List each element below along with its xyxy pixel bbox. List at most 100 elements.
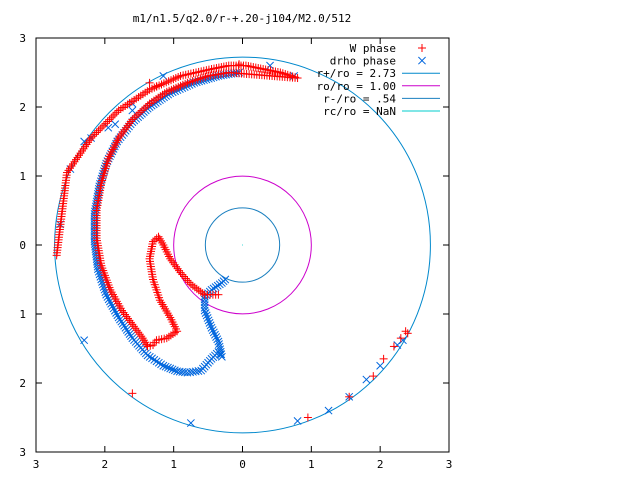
reference-circle <box>204 207 281 283</box>
w-phase-point <box>175 266 184 275</box>
x-tick-label: 2 <box>377 458 384 471</box>
drho-phase-point <box>154 358 163 367</box>
y-tick-label: 1 <box>19 308 26 321</box>
w-phase-point <box>149 96 158 105</box>
drho-phase-point <box>200 306 209 315</box>
w-phase-point <box>214 290 223 299</box>
w-phase-point <box>132 111 141 120</box>
w-phase-point <box>117 129 126 138</box>
w-phase-point <box>369 372 378 381</box>
w-phase-point <box>159 302 168 311</box>
w-phase-point <box>65 164 74 173</box>
w-phase-point <box>176 268 185 277</box>
w-phase-point <box>96 124 105 133</box>
w-phase-point <box>166 313 175 322</box>
w-phase-point <box>123 121 132 130</box>
w-phase-point <box>137 106 146 115</box>
legend-label: W phase <box>350 42 396 55</box>
legend-label: drho phase <box>330 55 396 68</box>
drho-phase-point <box>143 351 152 360</box>
w-phase-point <box>68 159 77 168</box>
w-phase-point <box>90 130 99 139</box>
circle-center-mark <box>242 244 243 246</box>
drho-phase-point <box>168 365 177 374</box>
w-phase-point <box>98 123 107 132</box>
w-phase-point <box>181 274 190 283</box>
w-phase-point <box>62 168 71 177</box>
w-phase-point <box>82 140 91 149</box>
w-phase-point <box>76 149 85 158</box>
drho-phase-point <box>212 333 221 341</box>
w-phase-point <box>79 144 88 153</box>
drho-phase-point <box>98 277 107 286</box>
w-phase-point <box>166 331 175 340</box>
x-tick-label: 1 <box>308 458 315 471</box>
drho-phase-point <box>157 360 166 369</box>
x-tick-label: 3 <box>33 458 40 471</box>
w-phase-point <box>150 235 159 244</box>
w-phase-point <box>143 101 152 110</box>
x-tick-label: 2 <box>102 458 109 471</box>
w-phase-point <box>107 113 116 122</box>
w-phase-point <box>139 336 148 345</box>
y-tick-label: 2 <box>19 101 26 114</box>
drho-phase-point <box>97 275 106 284</box>
w-phase-point <box>145 99 154 108</box>
w-phase-point <box>101 119 110 128</box>
w-phase-point <box>185 278 194 287</box>
drho-phase-point <box>170 366 179 375</box>
drho-phase-point <box>204 316 213 325</box>
w-phase-point <box>345 392 354 401</box>
w-phase-point <box>94 126 103 135</box>
drho-phase-point <box>293 416 302 425</box>
drho-phase-point <box>161 362 170 371</box>
y-tick-label: 3 <box>19 446 26 459</box>
drho-phase-point <box>152 357 161 366</box>
drho-phase-point <box>213 335 222 344</box>
w-phase-point <box>116 131 125 140</box>
w-phase-point <box>85 136 94 145</box>
drho-phase-point <box>214 337 223 346</box>
w-phase-point <box>110 110 119 119</box>
w-phase-point <box>160 89 169 98</box>
w-phase-point <box>109 111 118 120</box>
drho-phase-point <box>148 354 156 363</box>
drho-phase-point <box>217 350 226 359</box>
w-phase-point <box>154 232 163 241</box>
w-phase-point <box>122 123 131 132</box>
w-phase-point <box>158 300 167 309</box>
w-phase-point <box>161 304 170 313</box>
legend-label: rc/ro = NaN <box>323 105 396 118</box>
reference-circle <box>173 175 312 315</box>
w-phase-point <box>138 334 147 343</box>
w-phase-point <box>198 289 207 298</box>
drho-phase-point <box>200 301 209 309</box>
legend-label: ro/ro = 1.00 <box>317 80 396 93</box>
y-tick-label: 3 <box>19 32 26 45</box>
w-phase-point <box>139 104 148 113</box>
w-phase-point <box>162 306 171 315</box>
drho-phase-point <box>206 321 215 330</box>
drho-phase-point <box>418 56 426 65</box>
drho-phase-point <box>221 275 230 284</box>
w-phase-point <box>126 117 135 126</box>
y-tick-label: 0 <box>19 239 26 252</box>
drho-phase-point <box>166 364 175 373</box>
w-phase-point <box>112 108 121 117</box>
w-phase-point <box>418 44 426 52</box>
drho-phase-point <box>208 326 217 335</box>
w-phase-point <box>183 276 192 285</box>
w-phase-point <box>389 342 398 351</box>
w-phase-point <box>64 166 73 175</box>
w-phase-point <box>128 115 137 124</box>
drho-phase-point <box>200 298 209 307</box>
drho-phase-point <box>159 361 168 370</box>
reference-circles <box>54 56 431 434</box>
w-phase-point <box>105 115 114 124</box>
w-phase-point <box>130 113 139 122</box>
w-phase-point <box>92 128 101 137</box>
w-phase-point <box>88 132 97 141</box>
w-phase-point <box>125 119 134 128</box>
